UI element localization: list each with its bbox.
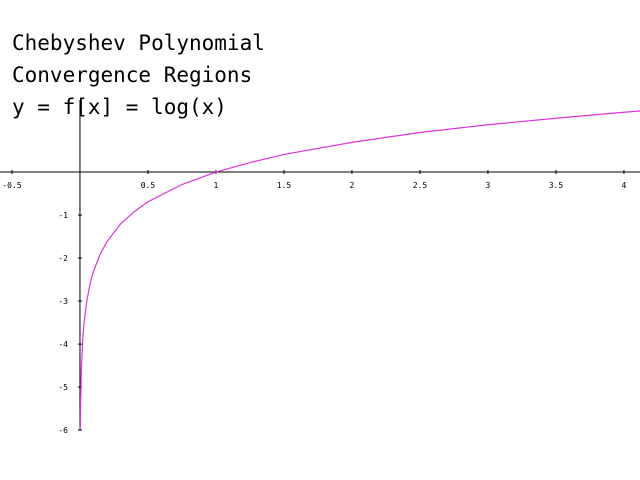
- title-line: y = f[x] = log(x): [12, 95, 227, 119]
- y-tick-label: -2: [58, 254, 68, 263]
- y-tick-label: -1: [58, 211, 68, 220]
- x-tick-label: 3.5: [549, 181, 564, 190]
- x-tick-label: 1: [214, 181, 219, 190]
- x-tick-label: 4: [622, 181, 627, 190]
- y-tick-label: -5: [58, 383, 68, 392]
- x-tick-label: 3: [486, 181, 491, 190]
- title-line: Convergence Regions: [12, 63, 252, 87]
- x-tick-label: 2: [350, 181, 355, 190]
- x-tick-label: 1.5: [277, 181, 292, 190]
- y-tick-label: -4: [58, 340, 68, 349]
- x-tick-label: -0.5: [2, 181, 21, 190]
- line-series: [79, 110, 640, 430]
- x-tick-label: 2.5: [413, 181, 428, 190]
- y-tick-label: -6: [58, 426, 68, 435]
- y-tick-label: -3: [58, 297, 68, 306]
- title-line: Chebyshev Polynomial: [12, 31, 265, 55]
- x-tick-label: 0.5: [141, 181, 156, 190]
